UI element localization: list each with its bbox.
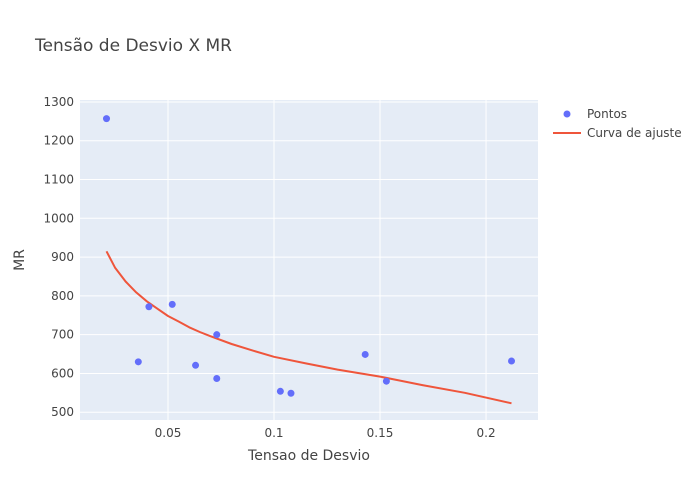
y-tick-label: 1300 bbox=[43, 95, 74, 109]
data-point[interactable] bbox=[382, 377, 390, 385]
data-point[interactable] bbox=[103, 115, 111, 123]
data-point[interactable] bbox=[192, 361, 200, 369]
data-point[interactable] bbox=[507, 357, 515, 365]
y-tick-label: 1100 bbox=[43, 173, 74, 187]
legend-marker-pontos bbox=[563, 110, 571, 118]
y-axis-title: MR bbox=[12, 249, 28, 271]
data-point[interactable] bbox=[361, 350, 369, 358]
y-tick-label: 1200 bbox=[43, 134, 74, 148]
x-axis-title: Tensao de Desvio bbox=[247, 448, 370, 464]
legend[interactable]: Pontos Curva de ajuste bbox=[553, 107, 682, 140]
legend-item-pontos[interactable]: Pontos bbox=[563, 107, 628, 121]
y-tick-label: 600 bbox=[51, 366, 74, 380]
x-tick-label: 0.05 bbox=[155, 426, 182, 440]
fit-curve-line bbox=[105, 250, 512, 405]
y-tick-label: 1000 bbox=[43, 211, 74, 225]
y-tick-label: 800 bbox=[51, 289, 74, 303]
data-point[interactable] bbox=[287, 389, 295, 397]
data-point[interactable] bbox=[213, 331, 221, 339]
series-layer bbox=[103, 115, 515, 405]
data-point[interactable] bbox=[134, 358, 142, 366]
y-tick-label: 700 bbox=[51, 328, 74, 342]
tick-labels: 500 600 700 800 900 1000 1100 1200 1300 0.05 0.1 0.… bbox=[43, 95, 495, 440]
legend-label-pontos: Pontos bbox=[587, 107, 627, 121]
data-point[interactable] bbox=[168, 300, 176, 308]
chart-title: Tensão de Desvio X MR bbox=[34, 36, 232, 56]
data-point[interactable] bbox=[145, 303, 153, 311]
y-tick-label: 900 bbox=[51, 250, 74, 264]
grid bbox=[80, 100, 538, 420]
x-tick-label: 0.15 bbox=[367, 426, 394, 440]
legend-item-curva[interactable]: Curva de ajuste bbox=[553, 126, 682, 140]
plot-background bbox=[80, 100, 538, 420]
y-tick-label: 500 bbox=[51, 405, 74, 419]
x-tick-label: 0.2 bbox=[477, 426, 496, 440]
legend-label-curva: Curva de ajuste bbox=[587, 126, 682, 140]
data-point[interactable] bbox=[276, 387, 284, 395]
data-point[interactable] bbox=[213, 374, 221, 382]
x-tick-label: 0.1 bbox=[264, 426, 283, 440]
